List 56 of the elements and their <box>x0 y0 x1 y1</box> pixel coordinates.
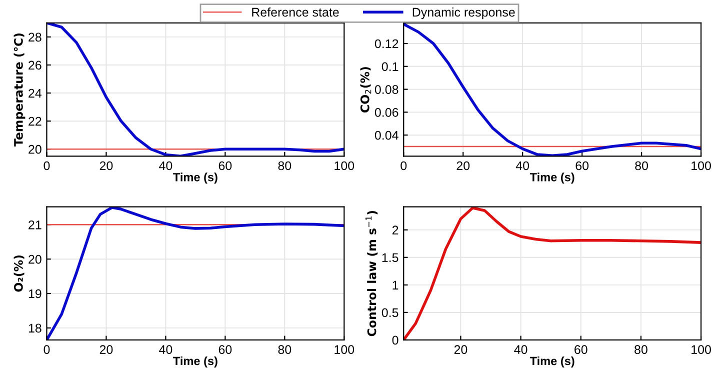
y-tick-label: 0.5 <box>382 308 398 318</box>
x-tick-label: 0 <box>44 345 50 354</box>
x-axis-title: Time (s) <box>173 356 218 368</box>
x-tick-label: 80 <box>278 345 292 354</box>
y-tick-label: 19 <box>28 289 42 298</box>
x-tick-label: 60 <box>218 161 232 170</box>
y-tick-label: 21 <box>28 220 42 230</box>
y-tick-label: 0.06 <box>374 108 398 117</box>
line-series <box>46 206 344 340</box>
x-tick-label: 20 <box>456 161 470 170</box>
x-tick-label: 80 <box>278 161 292 170</box>
x-tick-label: 100 <box>334 161 354 170</box>
y-tick-label: 20 <box>28 254 42 264</box>
x-axis-title: Time (s) <box>530 172 574 184</box>
y-tick-label: 24 <box>28 88 42 98</box>
x-tick-label: 100 <box>692 345 711 354</box>
y-tick-label: 0.04 <box>374 130 398 140</box>
y-axis-title: CO$_{2}$(%) <box>360 67 372 112</box>
y-tick-label: 1.5 <box>382 253 398 262</box>
line-series <box>404 206 702 340</box>
x-tick-label: 0 <box>400 161 407 170</box>
line-series <box>46 22 344 156</box>
y-tick-label: 0.08 <box>374 85 398 94</box>
y-tick-label: 0 <box>392 336 398 345</box>
y-tick-label: 0.12 <box>374 39 398 48</box>
legend-label: Dynamic response <box>412 7 515 20</box>
y-tick-label: 20 <box>28 144 42 154</box>
x-tick-label: 20 <box>100 161 113 170</box>
y-axis-title: Control law (m s$^{−1}$) <box>366 210 378 336</box>
y-axis-title: O₂(%) <box>14 255 24 292</box>
y-tick-label: 26 <box>28 60 42 70</box>
x-tick-label: 20 <box>454 345 468 354</box>
x-tick-label: 100 <box>692 161 711 170</box>
x-tick-label: 40 <box>159 161 172 170</box>
x-axis-title: Time (s) <box>530 356 574 368</box>
y-axis-title: Temperature (℃) <box>14 33 26 147</box>
line-series <box>404 22 702 156</box>
x-tick-label: 20 <box>100 345 113 354</box>
y-tick-label: 2 <box>392 226 398 234</box>
y-tick-label: 28 <box>28 32 42 42</box>
y-tick-label: 22 <box>28 116 42 126</box>
x-tick-label: 80 <box>635 161 648 170</box>
x-tick-label: 100 <box>334 345 354 354</box>
y-tick-label: 0.1 <box>382 62 398 72</box>
x-tick-label: 0 <box>44 161 50 170</box>
x-tick-label: 60 <box>574 345 588 354</box>
x-tick-label: 60 <box>576 161 589 170</box>
x-tick-label: 80 <box>634 345 648 354</box>
x-tick-label: 40 <box>159 345 172 354</box>
x-tick-label: 40 <box>516 161 530 170</box>
y-tick-label: 18 <box>28 324 42 333</box>
y-tick-label: 1 <box>392 280 398 290</box>
x-tick-label: 40 <box>514 345 528 354</box>
x-tick-label: 60 <box>218 345 232 354</box>
legend-label: Reference state <box>252 7 339 17</box>
x-axis-title: Time (s) <box>173 172 218 184</box>
